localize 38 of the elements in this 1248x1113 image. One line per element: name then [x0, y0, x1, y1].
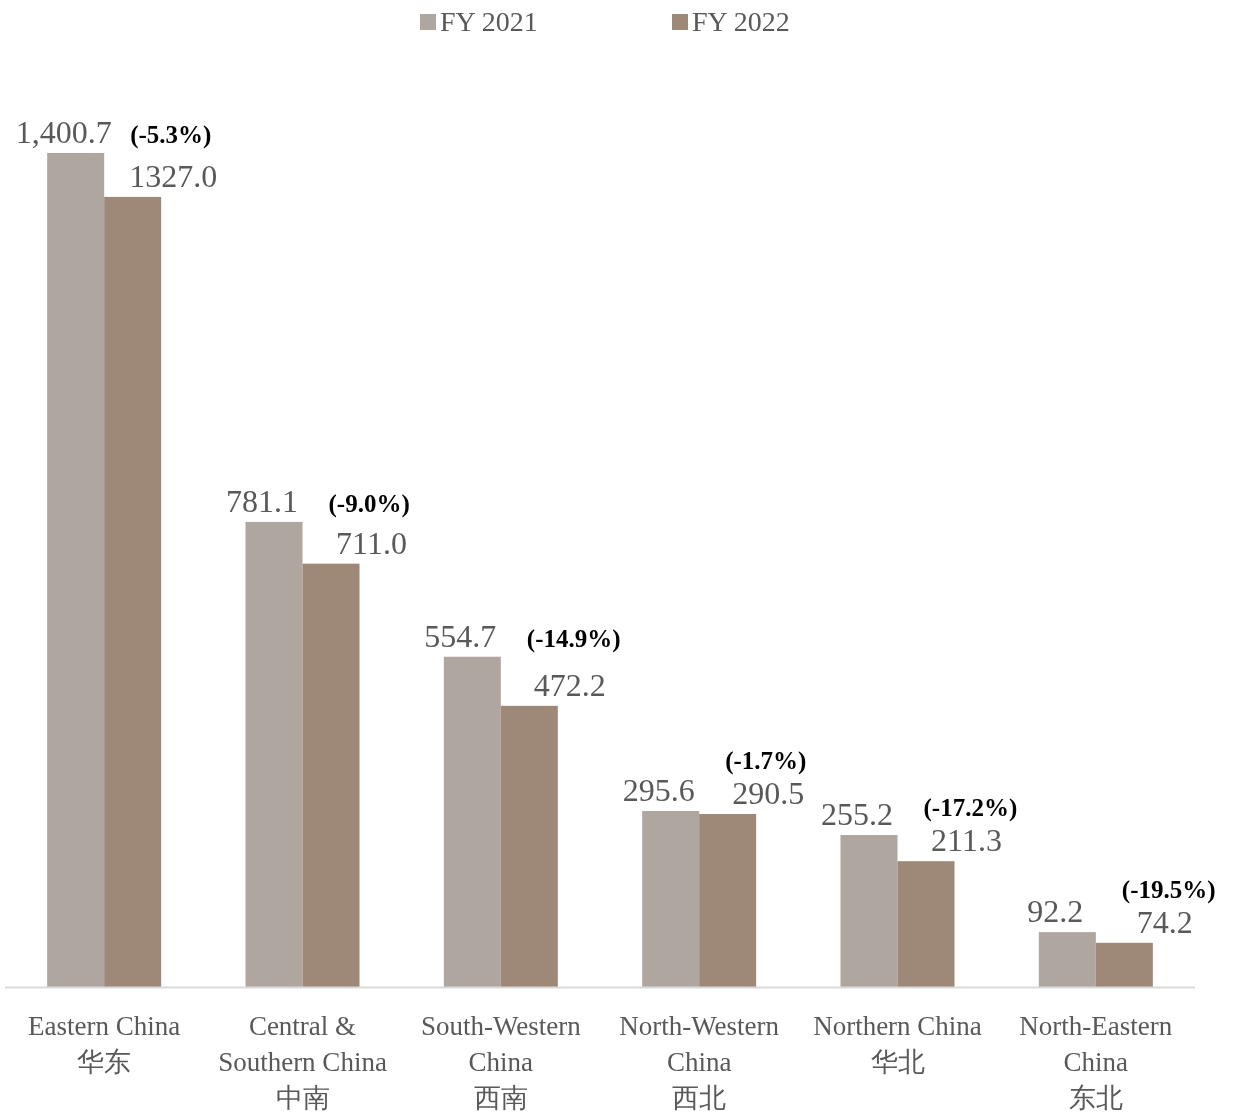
text: (-5.3%)	[130, 121, 212, 149]
x-tick-label: South-Western China 西南	[420, 1011, 582, 1113]
x-tick-label: North-Eastern China 东北	[1019, 1011, 1173, 1113]
x-tick-label: Eastern China 华东	[28, 1011, 181, 1077]
annotation: (-17.2%)	[923, 794, 1018, 823]
data-label: 255.2	[821, 796, 893, 833]
annotation: (-19.5%)	[1121, 875, 1216, 904]
bar	[642, 811, 700, 987]
bar	[245, 521, 303, 987]
bar	[840, 835, 898, 987]
bar	[699, 814, 757, 987]
bar	[1038, 932, 1096, 987]
legend-label: FY 2022	[692, 6, 790, 37]
data-label: 290.5	[732, 775, 805, 812]
bar	[47, 153, 105, 987]
data-label: 295.6	[622, 771, 695, 808]
data-label: 1,400.7	[15, 114, 112, 150]
legend-label: FY 2021	[440, 6, 538, 37]
x-tick-label: North-Western China 西北	[619, 1011, 780, 1113]
data-label: 711.0	[336, 524, 407, 561]
data-label: 472.2	[533, 666, 606, 703]
bar	[104, 196, 162, 987]
annotation: (-1.7%)	[725, 747, 807, 776]
data-label: 92.2	[1027, 893, 1084, 930]
data-label: 781.1	[226, 482, 298, 519]
bar	[500, 705, 558, 987]
bar	[897, 861, 955, 987]
data-label: 554.7	[424, 617, 497, 654]
bar	[1095, 942, 1153, 987]
data-label: 211.3	[931, 822, 1002, 859]
x-tick-label: Central & Southern China 中南	[218, 1011, 387, 1113]
bar	[302, 563, 360, 987]
annotation: (-14.9%)	[526, 624, 621, 653]
bar	[443, 656, 501, 987]
annotation: (-9.0%)	[328, 489, 410, 518]
data-label: 74.2	[1136, 903, 1193, 940]
data-label: 1327.0	[129, 157, 218, 194]
x-tick-label: Northern China 华北	[813, 1011, 982, 1077]
